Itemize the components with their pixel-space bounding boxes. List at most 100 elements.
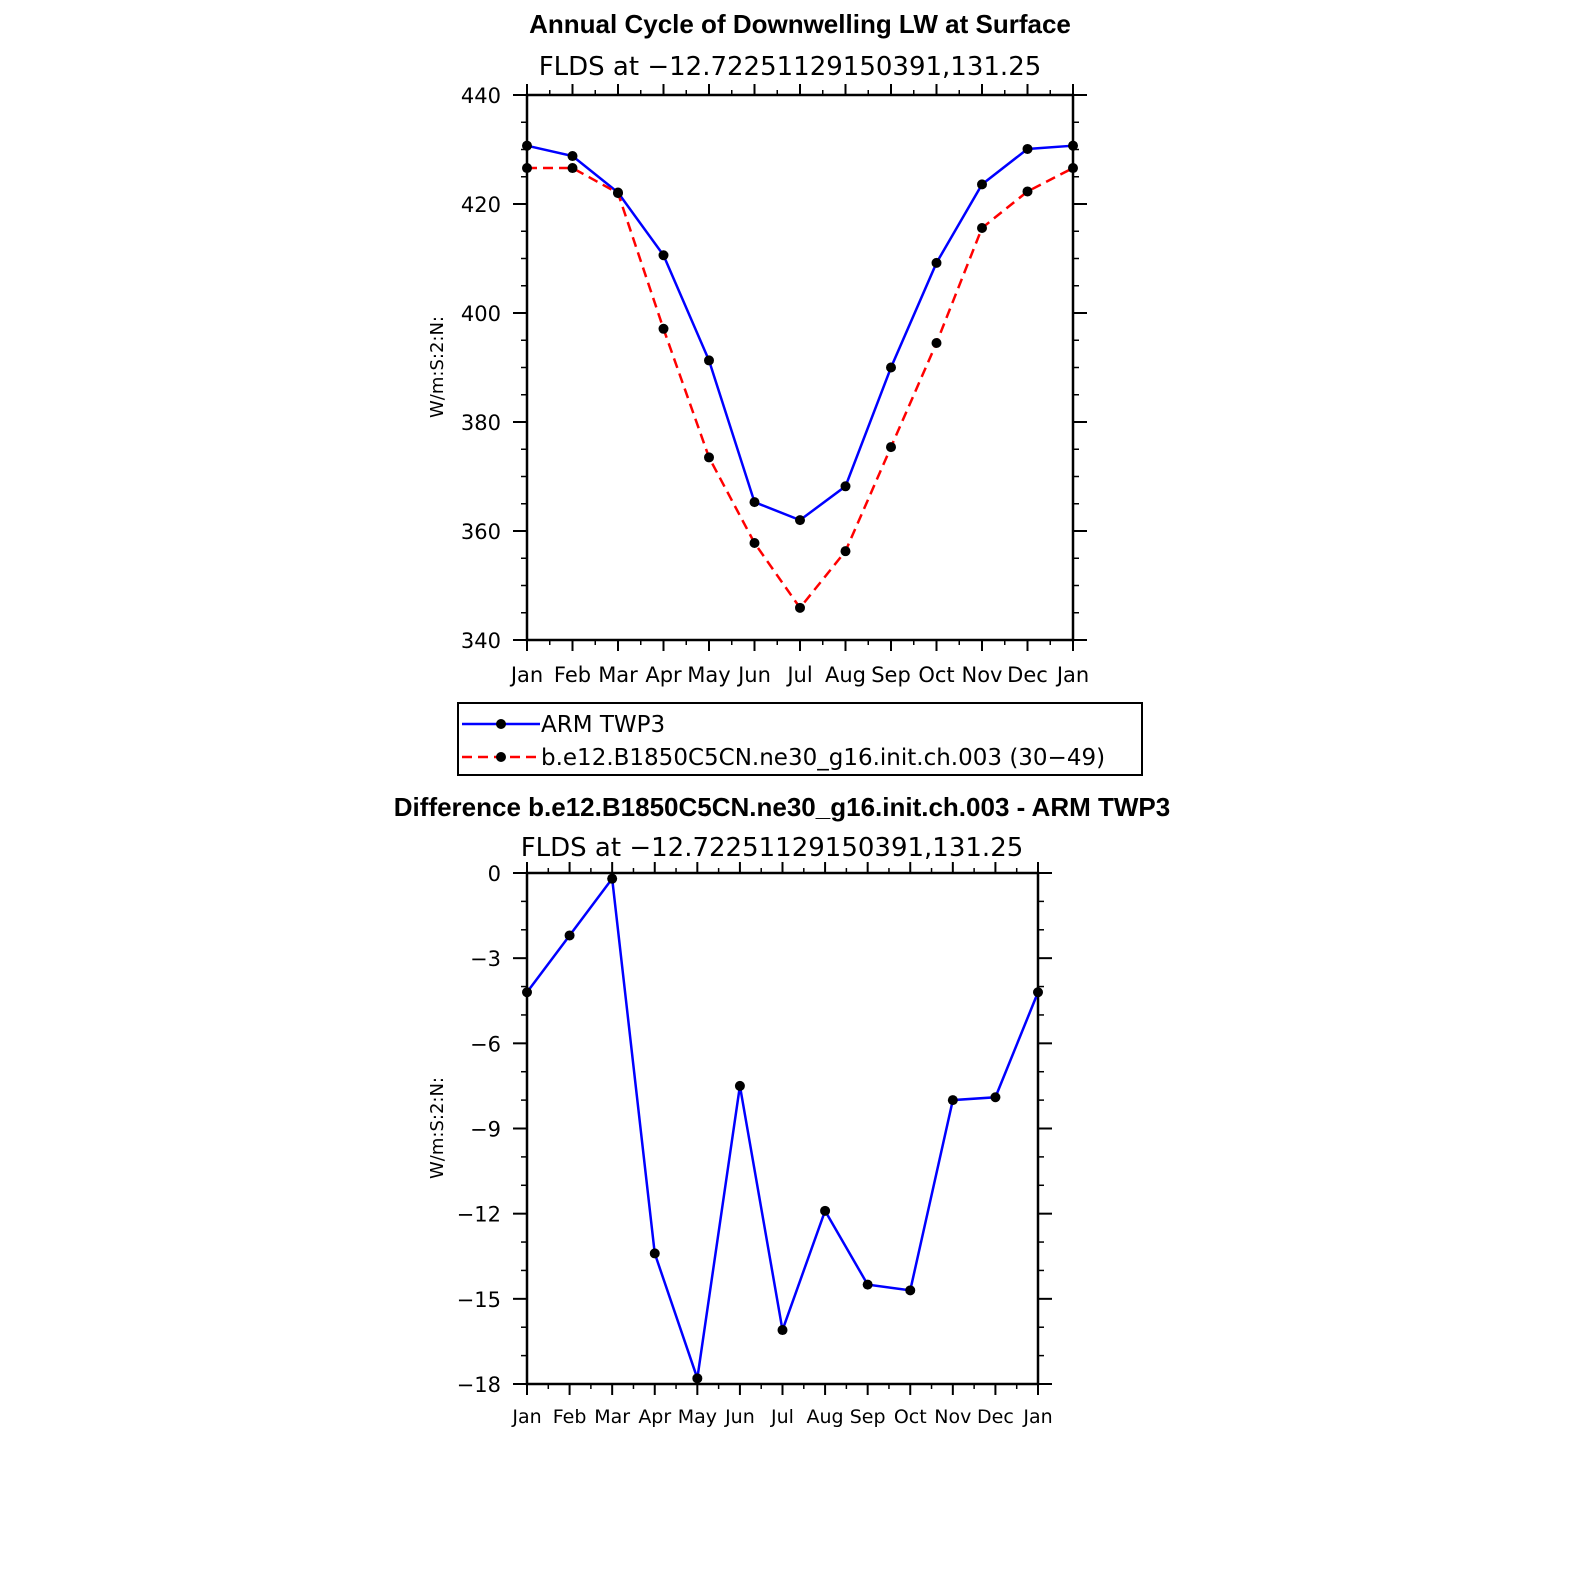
y-tick-label: 340 bbox=[461, 629, 501, 653]
data-point bbox=[931, 337, 942, 348]
data-point bbox=[564, 930, 575, 941]
x-tick-label: Jan bbox=[509, 663, 543, 687]
y-tick-labels: 340 360 380 400 420 440 bbox=[461, 84, 501, 653]
legend: ARM TWP3 b.e12.B1850C5CN.ne30_g16.init.c… bbox=[457, 702, 1143, 776]
data-point bbox=[795, 515, 805, 526]
data-point bbox=[1068, 140, 1078, 151]
data-point bbox=[704, 355, 714, 366]
data-point bbox=[704, 452, 714, 463]
data-point bbox=[658, 250, 669, 261]
x-tick-label: Jun bbox=[724, 1406, 755, 1428]
x-tick-label: Nov bbox=[934, 1406, 971, 1428]
x-tick-labels: Jan Feb Mar Apr May Jun Jul Aug Sep Oct Nov Dec Jan bbox=[509, 663, 1089, 687]
series-line-0 bbox=[525, 875, 1040, 1379]
y-tick-label: −12 bbox=[457, 1203, 501, 1227]
x-tick-label: Sep bbox=[850, 1406, 886, 1428]
data-point bbox=[749, 537, 760, 548]
chart-title: Difference b.e12.B1850C5CN.ne30_g16.init… bbox=[394, 792, 1170, 822]
data-point bbox=[522, 987, 532, 998]
y-tick-label: 0 bbox=[488, 862, 501, 886]
data-point bbox=[1068, 163, 1078, 174]
chart-subtitle: FLDS at −12.72251129150391,131.25 bbox=[539, 52, 1042, 82]
x-tick-label: Feb bbox=[554, 663, 591, 687]
y-tick-label: 420 bbox=[461, 193, 501, 217]
series-group bbox=[522, 140, 1078, 613]
data-point bbox=[613, 188, 623, 199]
y-tick-label: −18 bbox=[457, 1373, 501, 1397]
x-tick-label: Jun bbox=[736, 663, 771, 687]
x-tick-label: Dec bbox=[977, 1406, 1014, 1428]
data-point bbox=[840, 481, 851, 492]
y-tick-label: 440 bbox=[461, 84, 501, 108]
x-tick-label: Oct bbox=[894, 1406, 927, 1428]
data-point bbox=[607, 873, 618, 884]
y-tick-label: −6 bbox=[470, 1032, 501, 1056]
series-group bbox=[522, 873, 1043, 1384]
y-tick-label: −15 bbox=[457, 1288, 501, 1312]
legend-entry-model: b.e12.B1850C5CN.ne30_g16.init.ch.003 (30… bbox=[541, 745, 1105, 771]
legend-marker-arm bbox=[496, 719, 506, 729]
plot-border bbox=[525, 871, 1040, 1386]
data-point bbox=[1033, 987, 1043, 998]
x-tick-label: Mar bbox=[594, 1406, 630, 1428]
x-tick-label: Feb bbox=[553, 1406, 587, 1428]
data-point bbox=[886, 362, 896, 373]
data-point bbox=[649, 1248, 660, 1259]
y-tick-labels: 0 −3 −6 −9 −12 −15 −18 bbox=[457, 862, 501, 1397]
x-tick-label: May bbox=[687, 663, 730, 687]
x-tick-label: Dec bbox=[1007, 663, 1048, 687]
x-tick-label: Oct bbox=[918, 663, 954, 687]
data-point bbox=[734, 1080, 745, 1091]
data-point bbox=[840, 546, 851, 557]
data-point bbox=[862, 1279, 873, 1290]
data-point bbox=[692, 1373, 703, 1384]
data-point bbox=[977, 222, 987, 233]
data-point bbox=[658, 323, 669, 334]
y-axis-label: W/m:S:2:N: bbox=[427, 1077, 448, 1179]
y-tick-label: 400 bbox=[461, 302, 501, 326]
x-tick-label: Aug bbox=[807, 1406, 844, 1428]
data-point bbox=[749, 497, 760, 508]
x-tick-label: Apr bbox=[638, 1406, 671, 1428]
data-point bbox=[947, 1095, 958, 1106]
chart-title: Annual Cycle of Downwelling LW at Surfac… bbox=[529, 9, 1071, 39]
x-tick-label: Jul bbox=[785, 663, 812, 687]
legend-entry-arm: ARM TWP3 bbox=[541, 712, 665, 738]
data-point bbox=[777, 1325, 788, 1336]
x-tick-label: Jan bbox=[1055, 663, 1089, 687]
x-tick-label: May bbox=[678, 1406, 717, 1428]
x-tick-label: Apr bbox=[645, 663, 682, 687]
series-line-1 bbox=[527, 166, 1074, 610]
data-point bbox=[567, 163, 578, 174]
legend-box bbox=[457, 702, 1143, 776]
y-axis-label: W/m:S:2:N: bbox=[427, 316, 448, 418]
plot-frame bbox=[513, 862, 1052, 1395]
x-tick-label: Nov bbox=[962, 663, 1003, 687]
y-tick-label: 380 bbox=[461, 411, 501, 435]
chart-subtitle: FLDS at −12.72251129150391,131.25 bbox=[521, 833, 1024, 863]
x-tick-label: Mar bbox=[598, 663, 638, 687]
x-tick-label: Jan bbox=[1022, 1406, 1052, 1428]
data-point bbox=[990, 1092, 1001, 1103]
data-point bbox=[1022, 186, 1033, 197]
y-tick-label: 360 bbox=[461, 520, 501, 544]
data-point bbox=[522, 140, 532, 151]
x-tick-label: Jul bbox=[770, 1406, 794, 1428]
data-point bbox=[931, 257, 942, 268]
plot-frame bbox=[513, 84, 1087, 651]
data-point bbox=[522, 163, 532, 174]
x-tick-label: Aug bbox=[825, 663, 866, 687]
data-point bbox=[886, 442, 896, 453]
x-tick-labels: Jan Feb Mar Apr May Jun Jul Aug Sep Oct Nov Dec Jan bbox=[511, 1406, 1052, 1428]
data-point bbox=[977, 179, 987, 190]
y-tick-label: −3 bbox=[470, 947, 501, 971]
y-tick-label: −9 bbox=[470, 1118, 501, 1142]
legend-marker-model bbox=[496, 752, 506, 762]
x-tick-label: Sep bbox=[871, 663, 911, 687]
data-point bbox=[820, 1205, 831, 1216]
data-point bbox=[567, 151, 578, 162]
x-tick-label: Jan bbox=[511, 1406, 541, 1428]
series-line-0 bbox=[526, 144, 1074, 522]
difference-chart: Difference b.e12.B1850C5CN.ne30_g16.init… bbox=[394, 792, 1170, 1428]
